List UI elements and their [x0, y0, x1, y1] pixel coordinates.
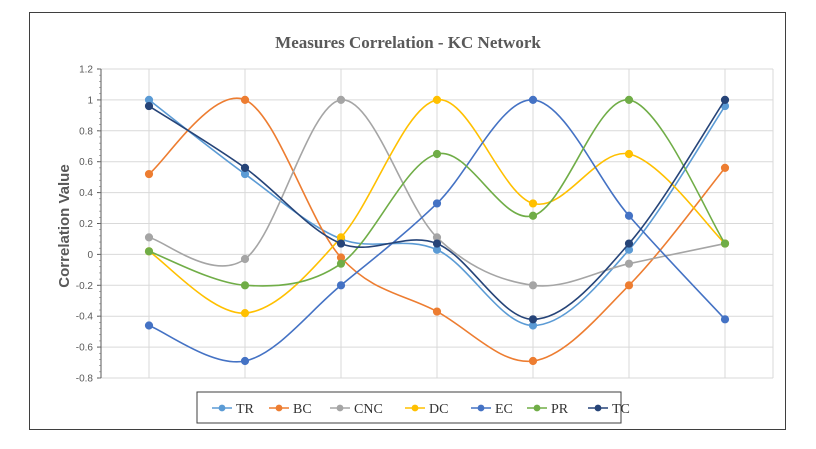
y-tick-label: -0.8: [76, 374, 94, 385]
chart-title: Measures Correlation - KC Network: [275, 33, 541, 52]
legend-label: PR: [551, 402, 569, 417]
y-tick-label: 0: [87, 250, 93, 261]
legend-swatch-marker: [275, 404, 283, 412]
legend-label: DC: [429, 402, 448, 417]
data-point-pr: [336, 259, 346, 268]
legend-swatch-marker: [533, 404, 541, 412]
legend-item-bc: BC: [269, 402, 312, 417]
legend-label: TC: [612, 402, 630, 417]
data-point-ec: [144, 321, 154, 330]
data-point-ec: [624, 211, 634, 220]
data-point-tc: [528, 315, 538, 324]
data-point-dc: [528, 199, 538, 208]
data-point-cnc: [240, 254, 250, 264]
data-point-ec: [336, 281, 346, 290]
data-point-cnc: [336, 95, 346, 105]
legend: TR BC CNC DC EC PR TC: [212, 402, 630, 417]
legend-swatch-marker: [594, 404, 602, 412]
data-point-tc: [720, 95, 730, 105]
legend-swatch-marker: [411, 404, 419, 412]
data-point-pr: [144, 247, 154, 256]
data-point-cnc: [528, 281, 538, 290]
y-tick-label: 1: [87, 95, 93, 106]
data-point-tc: [624, 239, 634, 248]
data-point-cnc: [144, 233, 154, 242]
data-point-dc: [432, 95, 442, 105]
y-tick-label: -0.4: [76, 312, 94, 323]
legend-item-cnc: CNC: [330, 402, 383, 417]
data-point-bc: [240, 95, 250, 105]
legend-item-ec: EC: [471, 402, 513, 417]
data-point-ec: [528, 95, 538, 105]
data-point-pr: [528, 211, 538, 220]
legend-item-tr: TR: [212, 402, 255, 417]
legend-item-dc: DC: [405, 402, 448, 417]
data-point-ec: [432, 199, 442, 208]
y-tick-label: 0.6: [79, 157, 93, 168]
data-point-pr: [720, 239, 730, 248]
legend-label: BC: [293, 402, 312, 417]
y-tick-label: 0.2: [79, 219, 93, 230]
chart-frame: Measures Correlation - KC Network Correl…: [29, 12, 786, 430]
y-axis-label: Correlation Value: [56, 164, 73, 287]
data-point-bc: [144, 169, 154, 179]
chart-svg: Measures Correlation - KC Network Correl…: [56, 33, 774, 424]
data-point-pr: [432, 149, 442, 159]
data-point-tc: [144, 101, 154, 111]
data-point-bc: [432, 307, 442, 316]
grid-layer: [101, 68, 774, 379]
data-point-bc: [720, 163, 730, 172]
axis-layer: 1.2 1 0.8 0.6 0.4 0.2 0 -0.2 -0.4 -0.6 -0.8: [76, 65, 102, 385]
data-point-tc: [336, 239, 346, 248]
legend-swatch-marker: [477, 404, 485, 412]
y-tick-label: -0.2: [76, 281, 94, 292]
data-point-tc: [240, 163, 250, 172]
data-point-bc: [528, 356, 538, 366]
legend-item-pr: PR: [527, 402, 569, 417]
data-point-tc: [432, 239, 442, 248]
y-tick-label: 0.4: [79, 188, 93, 199]
data-point-bc: [624, 281, 634, 290]
data-point-dc: [624, 149, 634, 159]
legend-swatch-marker: [218, 404, 226, 412]
legend-label: TR: [236, 402, 255, 417]
data-point-ec: [720, 315, 730, 324]
data-point-pr: [624, 95, 634, 105]
y-tick-label: 0.8: [79, 126, 93, 137]
y-tick-label: 1.2: [79, 65, 93, 76]
legend-label: CNC: [354, 402, 383, 417]
legend-label: EC: [495, 402, 513, 417]
data-point-cnc: [624, 259, 634, 268]
data-point-ec: [240, 356, 250, 366]
data-point-dc: [240, 309, 250, 318]
data-point-pr: [240, 281, 250, 290]
legend-swatch-marker: [336, 404, 344, 412]
legend-item-tc: TC: [588, 402, 630, 417]
series-layer: [144, 95, 730, 366]
y-tick-label: -0.6: [76, 343, 94, 354]
